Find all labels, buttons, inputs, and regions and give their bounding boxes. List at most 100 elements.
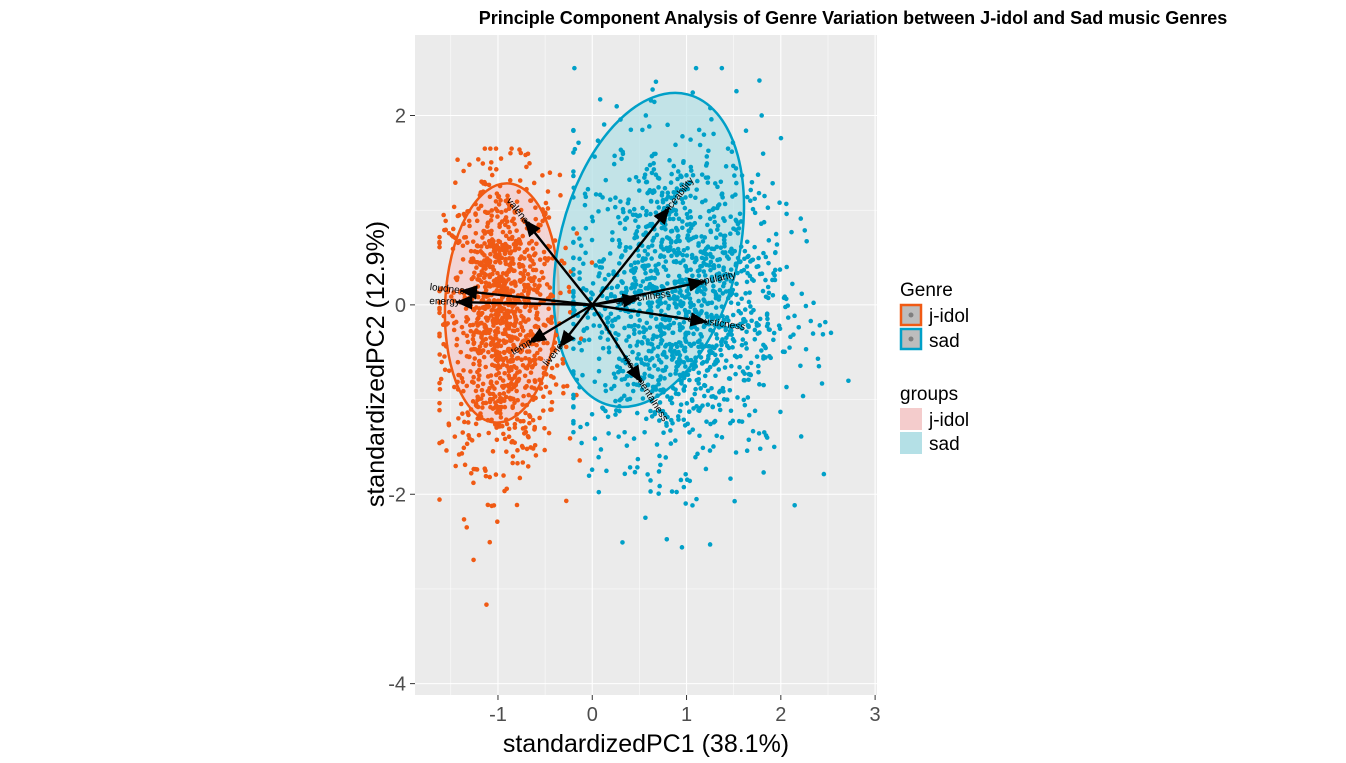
point-j-idol xyxy=(505,348,511,353)
point-sad xyxy=(672,194,678,199)
point-sad xyxy=(752,210,758,216)
point-j-idol xyxy=(522,343,528,349)
point-j-idol xyxy=(478,396,484,401)
point-sad xyxy=(644,208,649,214)
point-sad xyxy=(701,132,707,137)
point-j-idol xyxy=(532,282,537,288)
point-sad xyxy=(711,283,716,289)
point-j-idol xyxy=(511,364,517,369)
point-sad xyxy=(711,265,717,271)
point-sad xyxy=(681,160,686,166)
point-sad xyxy=(743,341,749,346)
point-j-idol xyxy=(465,240,470,245)
point-sad xyxy=(613,375,618,380)
point-sad xyxy=(605,206,611,212)
point-sad xyxy=(686,228,692,234)
point-sad xyxy=(571,405,576,410)
point-j-idol xyxy=(461,221,466,227)
point-j-idol xyxy=(498,198,503,203)
point-j-idol xyxy=(541,249,547,255)
point-j-idol xyxy=(474,320,479,326)
point-j-idol xyxy=(504,417,509,422)
point-sad xyxy=(631,331,637,337)
point-sad xyxy=(668,441,674,446)
point-sad xyxy=(636,323,641,329)
point-j-idol xyxy=(473,230,479,236)
point-j-idol xyxy=(534,315,539,321)
point-sad xyxy=(744,448,750,454)
point-sad xyxy=(574,377,580,383)
point-j-idol xyxy=(498,399,504,405)
point-sad xyxy=(571,173,576,179)
point-j-idol xyxy=(533,251,538,256)
point-sad xyxy=(738,219,744,224)
point-sad xyxy=(664,354,669,360)
point-sad xyxy=(640,279,646,284)
point-j-idol xyxy=(563,245,568,251)
point-j-idol xyxy=(476,432,482,438)
point-sad xyxy=(571,127,576,133)
point-sad xyxy=(771,330,777,336)
point-sad xyxy=(645,362,651,367)
point-sad xyxy=(784,384,789,390)
point-j-idol xyxy=(510,257,515,263)
point-j-idol xyxy=(493,335,498,341)
point-sad xyxy=(720,250,726,255)
point-j-idol xyxy=(528,370,534,375)
point-sad xyxy=(644,320,650,326)
point-j-idol xyxy=(506,426,512,432)
point-j-idol xyxy=(497,222,502,227)
point-sad xyxy=(788,334,793,340)
point-sad xyxy=(658,295,663,301)
point-sad xyxy=(761,250,766,256)
point-sad xyxy=(669,357,675,362)
point-sad xyxy=(612,294,618,299)
point-j-idol xyxy=(532,275,537,280)
point-j-idol xyxy=(498,156,504,161)
point-sad xyxy=(713,373,718,379)
point-j-idol xyxy=(478,244,484,249)
point-j-idol xyxy=(491,238,496,244)
point-sad xyxy=(581,328,586,334)
point-j-idol xyxy=(460,411,465,416)
point-sad xyxy=(729,363,734,369)
point-sad xyxy=(693,234,699,240)
point-j-idol xyxy=(560,361,566,366)
point-sad xyxy=(713,395,718,400)
point-j-idol xyxy=(482,241,487,246)
point-sad xyxy=(752,327,758,333)
point-j-idol xyxy=(470,399,476,404)
point-j-idol xyxy=(491,316,496,322)
point-sad xyxy=(687,180,693,185)
point-sad xyxy=(604,296,610,301)
point-sad xyxy=(765,284,771,290)
point-sad xyxy=(695,268,701,274)
point-sad xyxy=(702,383,708,389)
point-sad xyxy=(715,184,720,190)
point-j-idol xyxy=(520,328,526,333)
point-sad xyxy=(682,423,688,428)
point-j-idol xyxy=(505,312,511,318)
point-sad xyxy=(639,387,645,392)
point-j-idol xyxy=(497,338,502,343)
point-sad xyxy=(653,384,658,390)
point-j-idol xyxy=(464,333,470,339)
point-j-idol xyxy=(537,347,543,352)
point-j-idol xyxy=(529,385,535,390)
point-sad xyxy=(703,343,708,349)
point-sad xyxy=(741,267,747,273)
point-sad xyxy=(704,419,709,424)
point-sad xyxy=(639,340,645,346)
point-j-idol xyxy=(483,364,489,370)
point-j-idol xyxy=(437,333,442,339)
point-j-idol xyxy=(497,248,502,254)
point-sad xyxy=(682,348,688,354)
point-sad xyxy=(659,308,664,314)
point-j-idol xyxy=(459,324,465,330)
point-j-idol xyxy=(495,519,500,524)
x-tick-label: 1 xyxy=(681,704,692,726)
point-j-idol xyxy=(531,180,537,186)
point-sad xyxy=(626,197,631,203)
point-sad xyxy=(630,349,635,355)
point-sad xyxy=(655,367,661,372)
